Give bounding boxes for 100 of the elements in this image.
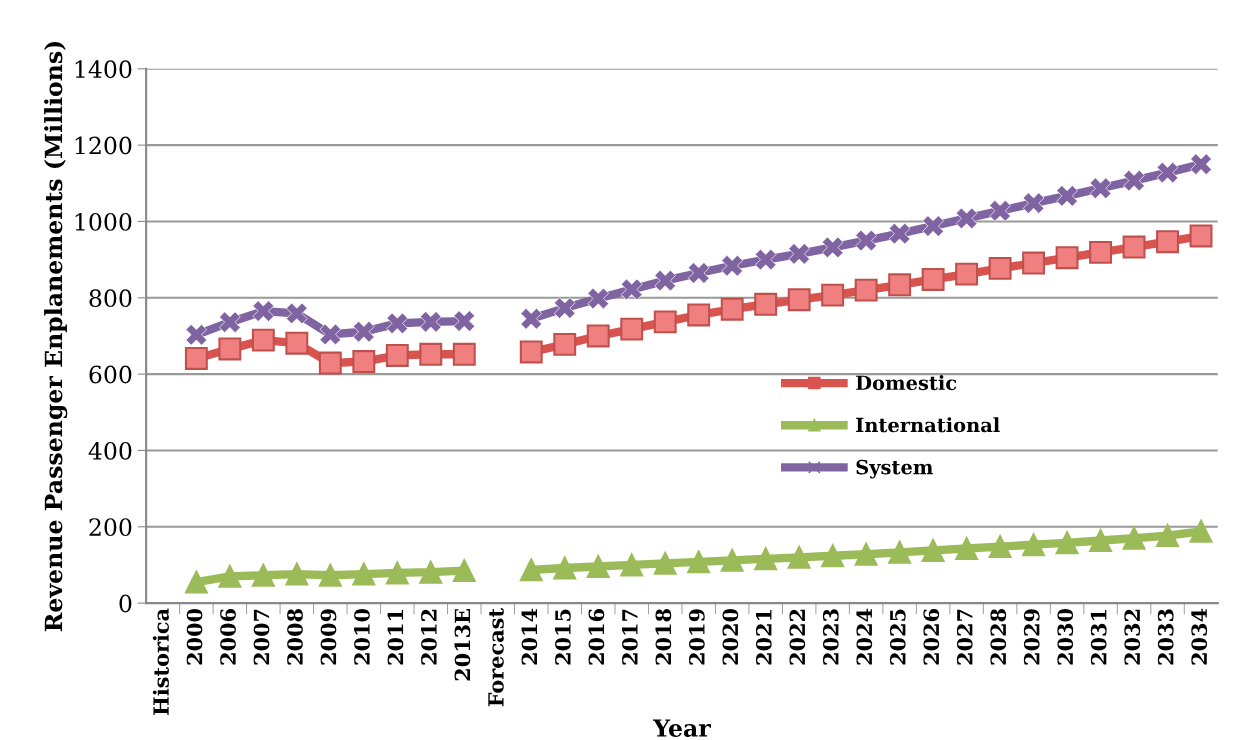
x-tick-label: 2009 bbox=[320, 609, 337, 665]
x-tick-label: 2023 bbox=[822, 609, 839, 665]
point bbox=[385, 561, 409, 585]
x-tick-label: 2011 bbox=[387, 610, 404, 665]
point bbox=[1156, 161, 1179, 184]
point bbox=[452, 559, 476, 583]
x-tick-label: 2012 bbox=[421, 609, 437, 665]
x-tick-label: 2015 bbox=[555, 609, 571, 665]
point bbox=[1156, 524, 1179, 548]
point bbox=[385, 343, 409, 367]
point bbox=[519, 558, 543, 582]
point bbox=[285, 331, 309, 355]
point bbox=[1055, 246, 1079, 270]
x-tick-label: 2026 bbox=[923, 609, 940, 665]
point bbox=[854, 278, 878, 302]
x-tick-label: 2017 bbox=[622, 609, 638, 665]
point bbox=[218, 564, 242, 588]
point bbox=[1089, 529, 1113, 552]
point bbox=[1089, 240, 1113, 264]
point bbox=[586, 555, 610, 578]
x-tick-label: Forecast bbox=[488, 608, 504, 707]
x-tick-label: 2031 bbox=[1090, 610, 1107, 665]
y-tick-label: 1000 bbox=[75, 212, 132, 231]
point bbox=[553, 556, 577, 580]
x-tick-label: Historica bbox=[152, 608, 169, 715]
x-tick-label: 2028 bbox=[990, 609, 1007, 665]
x-tick-label: 2030 bbox=[1057, 608, 1074, 665]
point bbox=[586, 324, 610, 348]
point bbox=[653, 310, 677, 334]
x-tick-label: 2013E bbox=[454, 609, 471, 681]
point bbox=[955, 262, 979, 286]
point bbox=[352, 350, 376, 373]
point bbox=[184, 570, 208, 594]
x-tick-label: 2025 bbox=[889, 609, 906, 665]
point bbox=[285, 562, 309, 586]
point bbox=[1122, 235, 1146, 259]
x-tick-label: 2024 bbox=[856, 608, 873, 665]
point bbox=[721, 254, 743, 277]
x-tick-label: 2014 bbox=[521, 608, 538, 665]
point bbox=[754, 248, 777, 271]
x-tick-label: 2006 bbox=[220, 609, 236, 665]
x-tick-label: 2020 bbox=[722, 608, 739, 665]
point bbox=[419, 342, 443, 366]
point bbox=[519, 340, 543, 364]
y-tick-label: 200 bbox=[89, 518, 132, 537]
x-tick-label: 2032 bbox=[1124, 609, 1141, 665]
y-axis-title: Revenue Passenger Enplanements (Millions) bbox=[44, 41, 68, 632]
point bbox=[821, 236, 844, 259]
x-tick-label: 2034 bbox=[1191, 608, 1208, 665]
point bbox=[821, 544, 845, 568]
y-tick-label: 600 bbox=[89, 365, 132, 384]
point bbox=[653, 551, 677, 575]
point bbox=[318, 351, 342, 375]
legend-label: International bbox=[856, 417, 1000, 433]
y-tick-label: 800 bbox=[89, 289, 132, 308]
point bbox=[720, 297, 744, 321]
point bbox=[720, 548, 744, 572]
point bbox=[1156, 230, 1179, 254]
point bbox=[888, 222, 911, 245]
x-tick-label: 2010 bbox=[354, 608, 370, 665]
point bbox=[1122, 526, 1146, 550]
point bbox=[1055, 531, 1079, 555]
x-tick-label: 2000 bbox=[186, 608, 203, 665]
point bbox=[888, 540, 912, 564]
point bbox=[520, 308, 543, 330]
point bbox=[1189, 519, 1213, 543]
point bbox=[184, 347, 208, 370]
y-tick-label: 0 bbox=[119, 594, 132, 613]
point bbox=[921, 268, 945, 291]
point bbox=[553, 332, 577, 356]
point bbox=[620, 317, 644, 341]
point bbox=[754, 292, 778, 316]
legend-label: System bbox=[856, 459, 933, 479]
point bbox=[754, 547, 778, 571]
x-axis-title: Year bbox=[652, 719, 711, 737]
point bbox=[988, 535, 1012, 559]
point bbox=[687, 550, 711, 574]
x-tick-label: 2016 bbox=[588, 609, 605, 665]
x-tick-label: 2029 bbox=[1023, 609, 1040, 665]
point bbox=[687, 303, 711, 327]
point bbox=[888, 273, 912, 297]
point bbox=[955, 537, 979, 560]
point bbox=[251, 563, 275, 587]
x-tick-label: 2027 bbox=[956, 609, 973, 665]
point bbox=[1022, 533, 1046, 557]
y-tick-label: 1400 bbox=[75, 60, 132, 79]
point bbox=[821, 283, 845, 307]
x-tick-label: 2008 bbox=[287, 609, 303, 665]
point bbox=[419, 560, 443, 584]
point bbox=[854, 542, 878, 566]
point bbox=[988, 256, 1012, 280]
x-tick-label: 2018 bbox=[655, 609, 672, 665]
point bbox=[1022, 251, 1046, 275]
x-tick-label: 2007 bbox=[253, 609, 270, 665]
point bbox=[218, 337, 242, 361]
point bbox=[452, 342, 476, 366]
point bbox=[318, 563, 342, 587]
point bbox=[1089, 177, 1112, 200]
y-tick-label: 400 bbox=[88, 441, 132, 460]
x-tick-label: 2033 bbox=[1157, 609, 1174, 665]
